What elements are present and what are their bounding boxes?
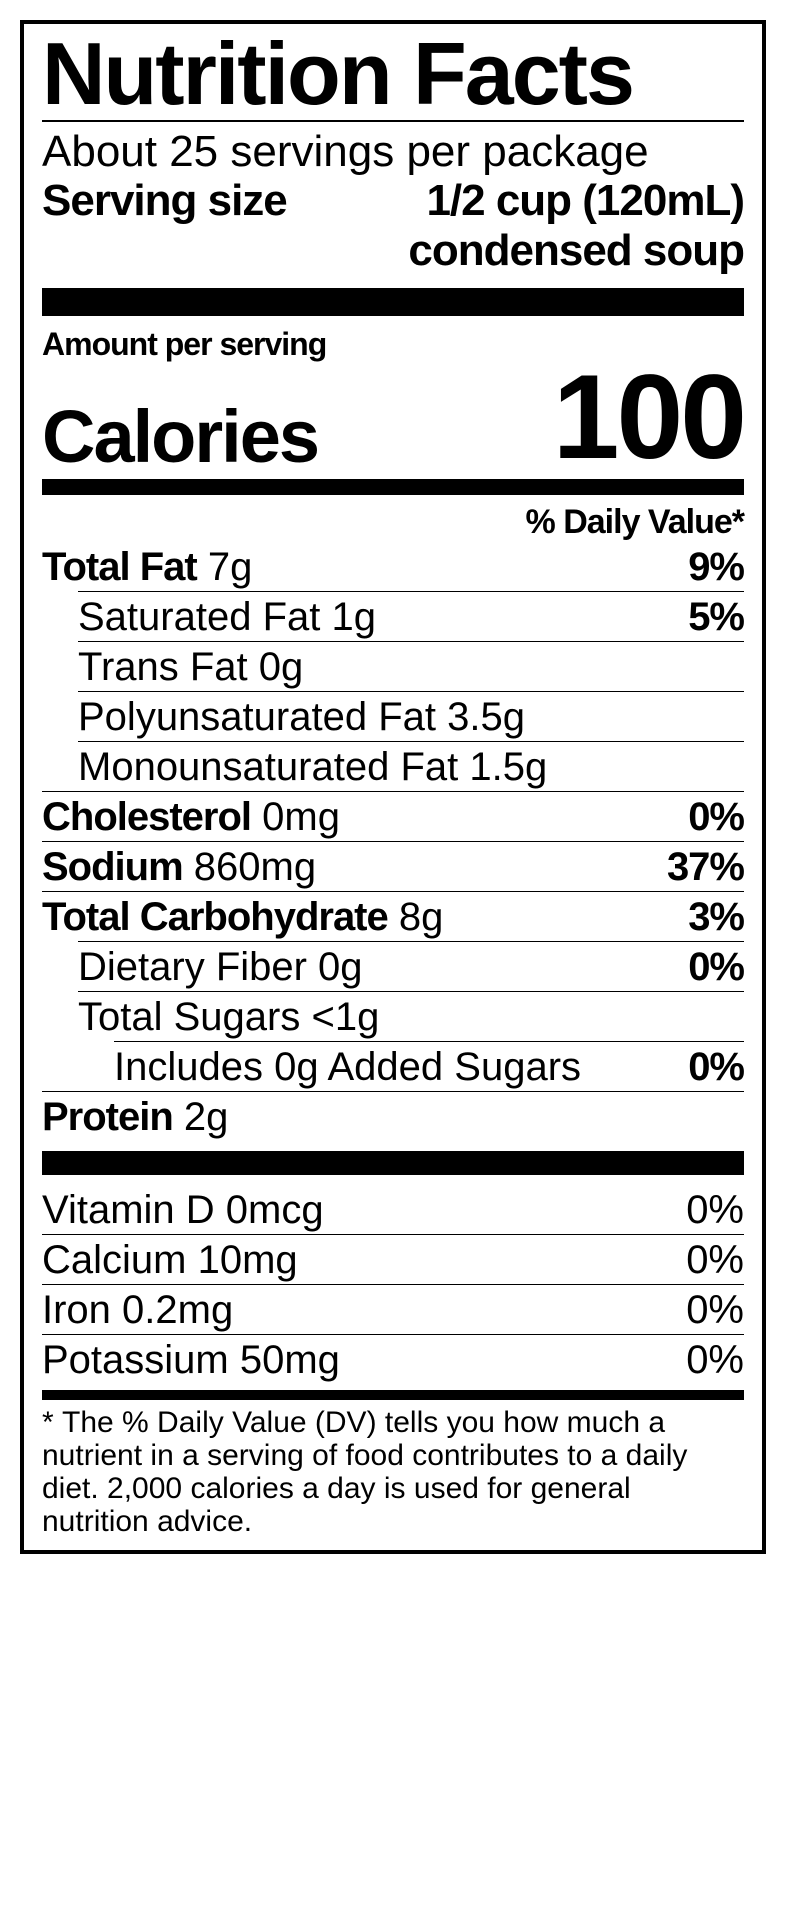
nutrient-row-sugars: Total Sugars <1g bbox=[78, 991, 744, 1041]
nutrient-row-added-sugars: Includes 0g Added Sugars 0% bbox=[114, 1041, 744, 1091]
calories-label: Calories bbox=[42, 404, 318, 471]
vitamin-dv: 0% bbox=[686, 1237, 744, 1283]
nutrient-text: Includes 0g Added Sugars bbox=[114, 1044, 581, 1090]
separator-bar bbox=[42, 288, 744, 316]
nutrient-amount: 860mg bbox=[194, 845, 316, 889]
nutrient-name: Total Carbohydrate bbox=[42, 895, 388, 939]
nutrient-amount: 2g bbox=[184, 1095, 229, 1139]
nutrient-row-total-carb: Total Carbohydrate 8g 3% bbox=[42, 891, 744, 941]
vitamin-text: Potassium 50mg bbox=[42, 1337, 340, 1383]
nutrient-text: Polyunsaturated Fat 3.5g bbox=[78, 694, 525, 740]
serving-size-label: Serving size bbox=[42, 176, 287, 226]
nutrient-text: Monounsaturated Fat 1.5g bbox=[78, 744, 547, 790]
nutrition-facts-panel: Nutrition Facts About 25 servings per pa… bbox=[20, 20, 766, 1554]
vitamin-dv: 0% bbox=[686, 1337, 744, 1383]
vitamin-row-iron: Iron 0.2mg 0% bbox=[42, 1284, 744, 1334]
nutrient-row-protein: Protein 2g bbox=[42, 1091, 744, 1141]
servings-per-package: About 25 servings per package bbox=[42, 128, 744, 176]
nutrient-row-mono-fat: Monounsaturated Fat 1.5g bbox=[78, 741, 744, 791]
separator-bar bbox=[42, 1151, 744, 1175]
nutrient-row-total-fat: Total Fat 7g 9% bbox=[42, 542, 744, 591]
nutrient-amount: 7g bbox=[208, 545, 253, 589]
nutrient-dv: 9% bbox=[688, 544, 744, 590]
nutrient-name: Cholesterol bbox=[42, 795, 251, 839]
nutrient-row-fiber: Dietary Fiber 0g 0% bbox=[78, 941, 744, 991]
nutrient-dv: 37% bbox=[667, 844, 744, 890]
vitamin-dv: 0% bbox=[686, 1187, 744, 1233]
vitamin-row-calcium: Calcium 10mg 0% bbox=[42, 1234, 744, 1284]
nutrient-amount: 8g bbox=[399, 895, 444, 939]
nutrient-dv: 3% bbox=[688, 894, 744, 940]
nutrient-row-cholesterol: Cholesterol 0mg 0% bbox=[42, 791, 744, 841]
vitamin-text: Vitamin D 0mcg bbox=[42, 1187, 324, 1233]
nutrient-dv: 5% bbox=[688, 594, 744, 640]
vitamin-text: Calcium 10mg bbox=[42, 1237, 298, 1283]
vitamin-text: Iron 0.2mg bbox=[42, 1287, 233, 1333]
vitamin-dv: 0% bbox=[686, 1287, 744, 1333]
nutrient-row-saturated-fat: Saturated Fat 1g 5% bbox=[78, 591, 744, 641]
vitamin-row-potassium: Potassium 50mg 0% bbox=[42, 1334, 744, 1384]
nutrient-text: Trans Fat 0g bbox=[78, 644, 303, 690]
nutrient-row-poly-fat: Polyunsaturated Fat 3.5g bbox=[78, 691, 744, 741]
nutrient-dv: 0% bbox=[688, 794, 744, 840]
panel-title: Nutrition Facts bbox=[42, 32, 744, 116]
nutrient-name: Total Fat bbox=[42, 545, 197, 589]
serving-size-value: 1/2 cup (120mL) bbox=[426, 176, 744, 226]
nutrient-name: Sodium bbox=[42, 845, 183, 889]
daily-value-header: % Daily Value* bbox=[42, 503, 744, 542]
serving-size-value-line2: condensed soup bbox=[42, 226, 744, 276]
nutrient-dv: 0% bbox=[688, 1044, 744, 1090]
nutrient-text: Total Sugars <1g bbox=[78, 994, 379, 1040]
nutrient-name: Protein bbox=[42, 1095, 173, 1139]
separator-bar bbox=[42, 1390, 744, 1400]
nutrient-dv: 0% bbox=[688, 944, 744, 990]
vitamin-row-vitamin-d: Vitamin D 0mcg 0% bbox=[42, 1185, 744, 1234]
calories-value: 100 bbox=[553, 363, 744, 471]
nutrient-text: Saturated Fat 1g bbox=[78, 594, 376, 640]
nutrient-amount: 0mg bbox=[262, 795, 340, 839]
nutrient-row-trans-fat: Trans Fat 0g bbox=[78, 641, 744, 691]
daily-value-footnote: * The % Daily Value (DV) tells you how m… bbox=[42, 1406, 744, 1538]
nutrient-row-sodium: Sodium 860mg 37% bbox=[42, 841, 744, 891]
nutrient-text: Dietary Fiber 0g bbox=[78, 944, 363, 990]
